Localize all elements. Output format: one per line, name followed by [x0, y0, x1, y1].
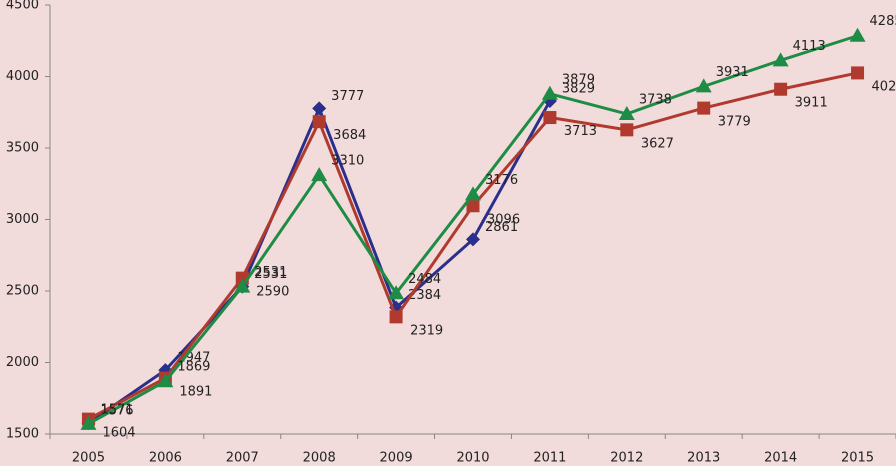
data-label: 4113 [793, 39, 826, 54]
x-tick-label: 2006 [149, 451, 182, 466]
data-label: 3713 [564, 124, 597, 139]
point [772, 52, 789, 67]
x-tick-label: 2012 [610, 451, 643, 466]
point [466, 232, 480, 247]
data-label: 3777 [331, 89, 364, 104]
data-label: 1869 [177, 360, 210, 375]
data-label: 4025 [872, 79, 896, 94]
point [389, 310, 403, 324]
x-tick-label: 2007 [226, 451, 259, 466]
x-tick-label: 2014 [764, 451, 797, 466]
point [157, 373, 174, 388]
data-label: 1891 [179, 385, 212, 400]
point [620, 123, 634, 137]
y-tick-label: 2000 [6, 355, 39, 370]
x-tick-label: 2015 [841, 451, 874, 466]
point [466, 199, 480, 213]
point [465, 186, 481, 201]
point [311, 167, 328, 182]
data-label: 3096 [487, 212, 520, 227]
point [541, 85, 558, 100]
data-label: 1604 [102, 426, 135, 441]
data-label: 3627 [641, 136, 674, 151]
data-label: 3738 [639, 92, 672, 107]
point [697, 101, 711, 115]
point [312, 101, 327, 116]
x-tick-label: 2011 [533, 451, 566, 466]
data-label: 3829 [562, 81, 595, 96]
data-label: 2531 [254, 265, 287, 280]
data-label: 2531 [254, 267, 287, 282]
point [851, 66, 865, 80]
data-label: 3310 [331, 154, 364, 169]
point [543, 111, 557, 125]
x-tick-label: 2009 [380, 451, 413, 466]
data-label: 2384 [408, 288, 441, 303]
data-label: 3879 [562, 72, 595, 87]
y-tick-label: 3500 [6, 141, 39, 156]
y-tick-label: 2500 [6, 284, 39, 299]
x-tick-label: 2013 [687, 451, 720, 466]
data-label: 4285 [870, 14, 896, 29]
y-tick-label: 4500 [6, 0, 39, 13]
point [695, 78, 712, 93]
y-tick-label: 1500 [6, 427, 39, 442]
x-tick-label: 2005 [72, 451, 105, 466]
data-label: 1571 [100, 402, 133, 417]
data-label: 2861 [485, 220, 518, 235]
data-label: 3779 [718, 115, 751, 130]
x-tick-label: 2010 [456, 451, 489, 466]
point [618, 105, 635, 120]
y-tick-label: 4000 [6, 69, 39, 84]
point [849, 27, 866, 42]
data-label: 3931 [716, 65, 749, 80]
point [234, 278, 251, 293]
data-label: 2590 [256, 285, 289, 300]
data-label: 3911 [795, 96, 828, 111]
x-tick-label: 2008 [303, 451, 336, 466]
data-label: 3684 [333, 128, 366, 143]
data-label: 2484 [408, 272, 441, 287]
point [388, 285, 405, 300]
data-label: 2319 [410, 323, 443, 338]
line [87, 100, 552, 425]
point [774, 82, 788, 96]
y-tick-label: 3000 [6, 212, 39, 227]
point [80, 415, 97, 430]
point [312, 115, 326, 129]
data-label: 3176 [485, 173, 518, 188]
